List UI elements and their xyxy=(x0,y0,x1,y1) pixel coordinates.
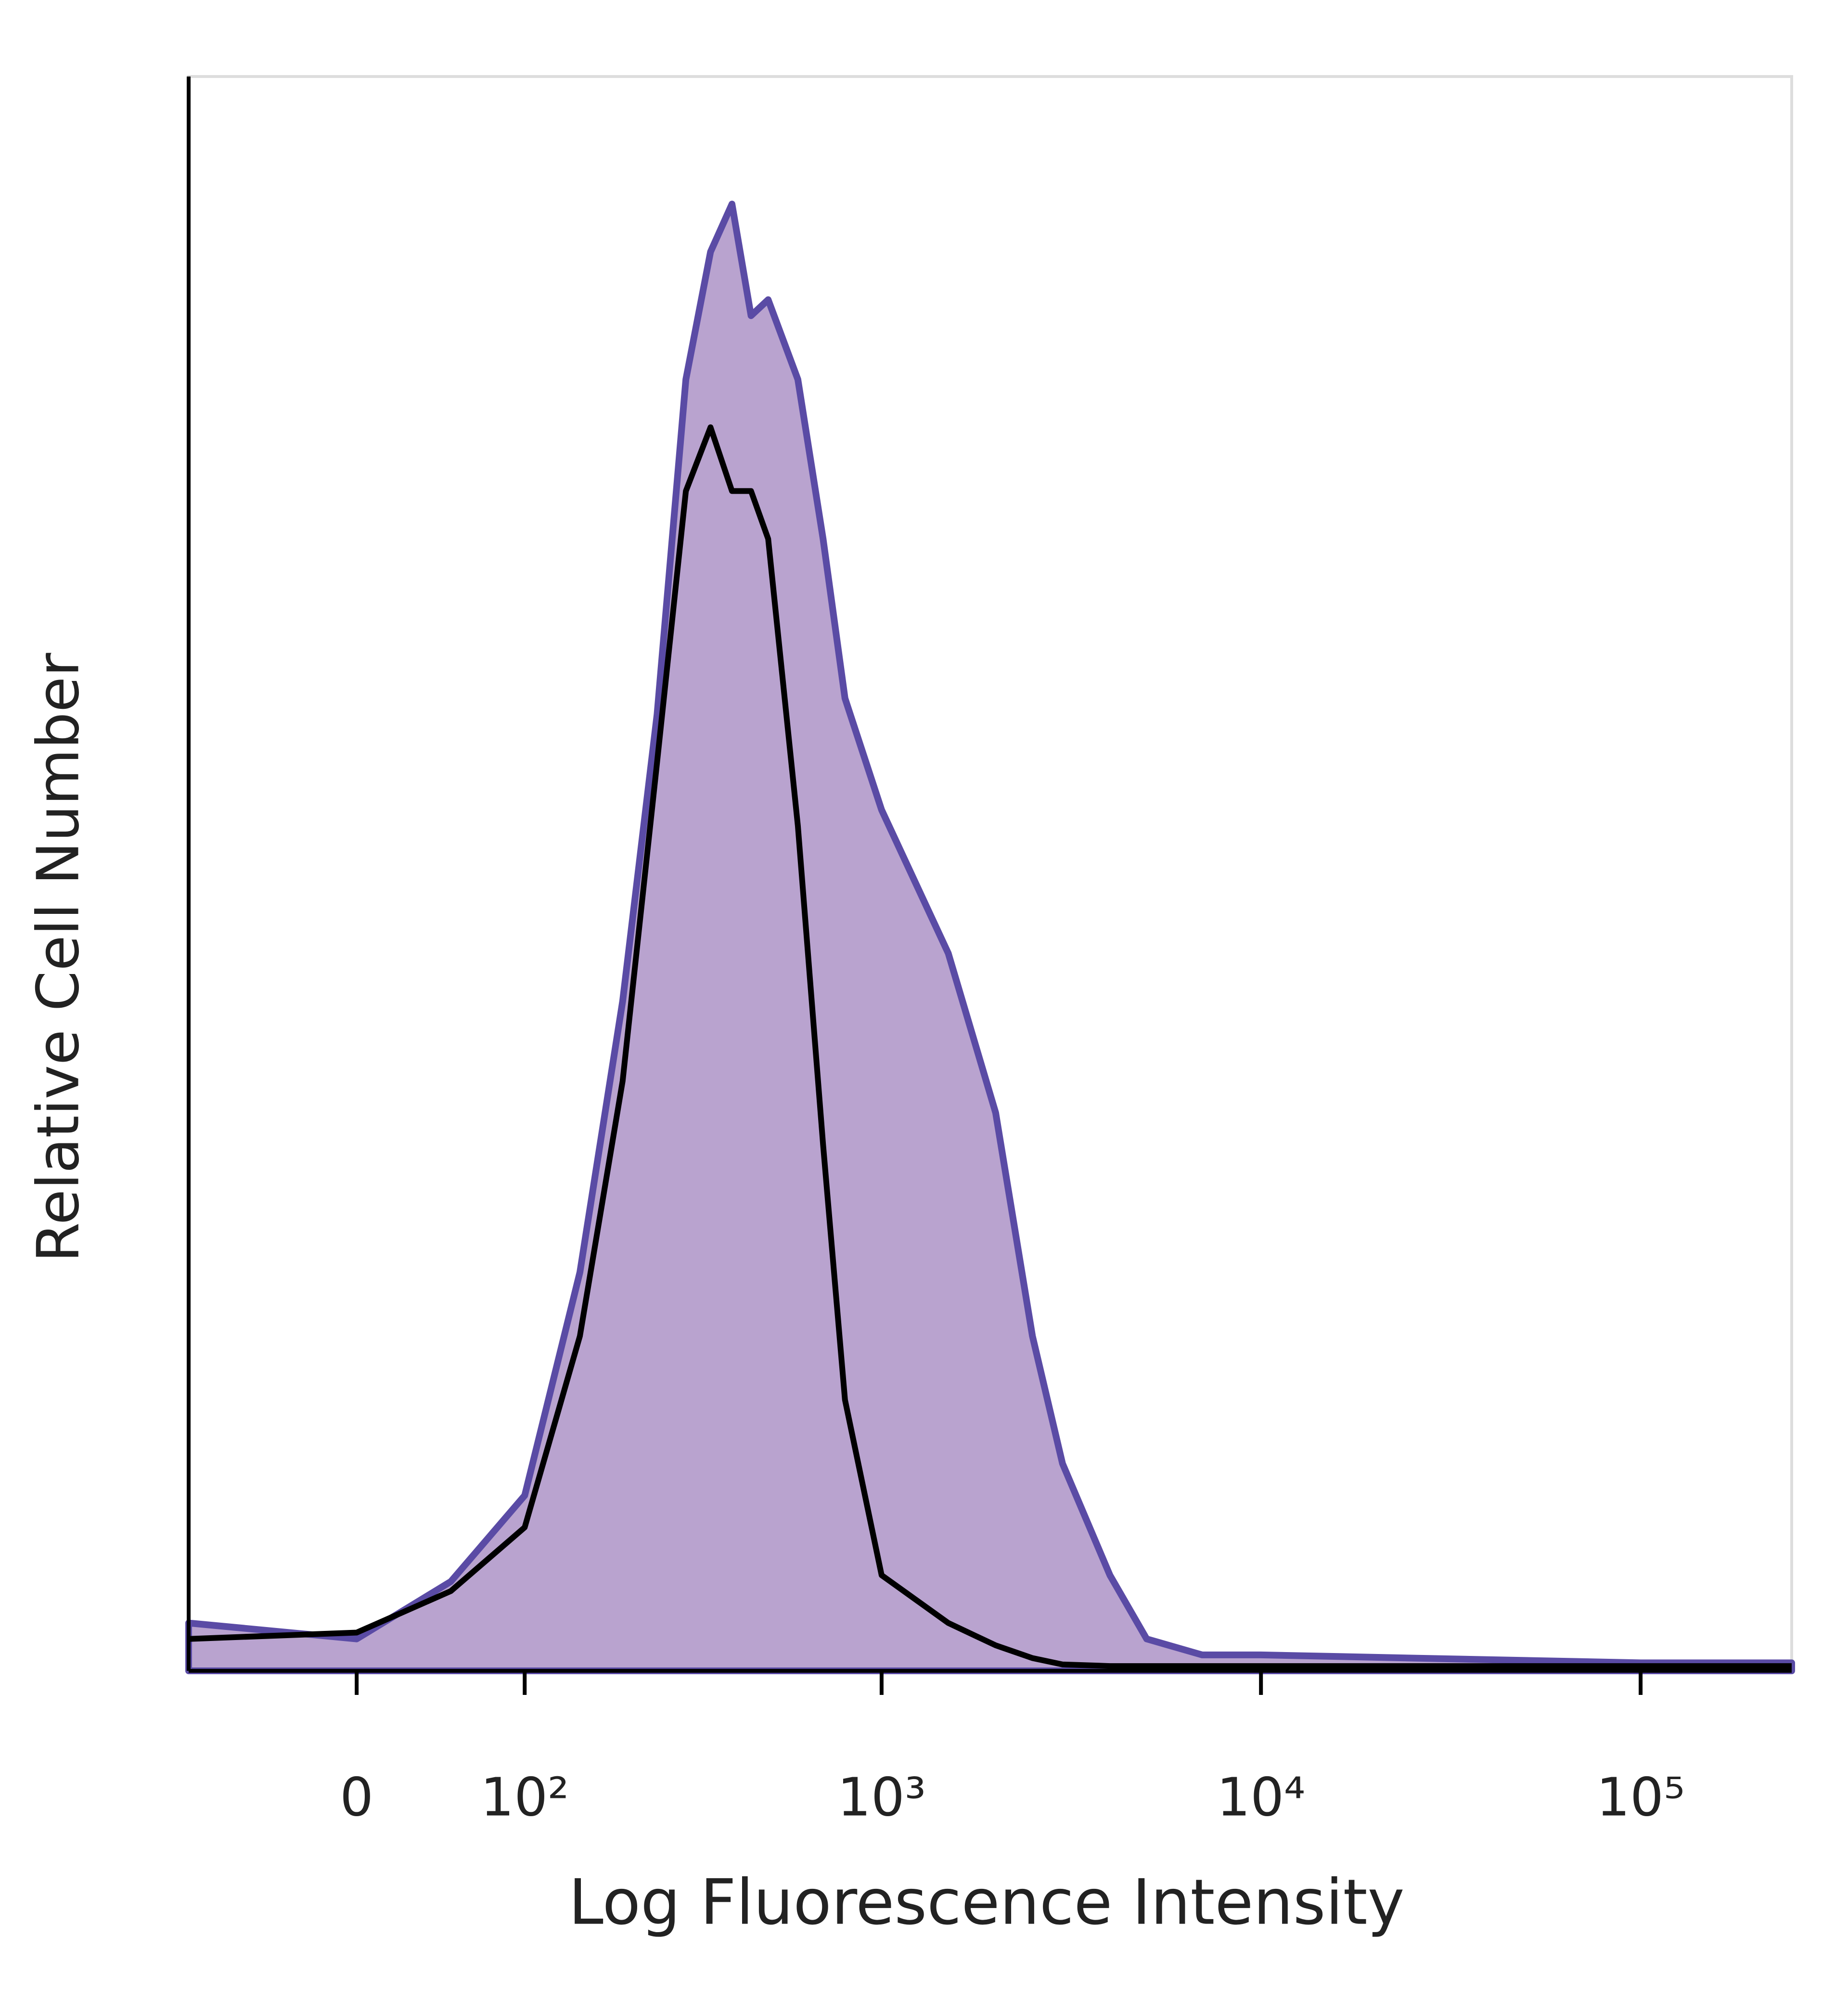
histogram-line xyxy=(188,424,1792,1669)
x-tick-label: 10⁵ xyxy=(1596,1766,1685,1828)
x-tick-label: 10³ xyxy=(837,1766,926,1828)
y-axis-title: Relative Cell Number xyxy=(26,653,92,1262)
histogram-area xyxy=(185,201,1795,1674)
x-tick-label: 0 xyxy=(340,1766,373,1828)
x-axis-title: Log Fluorescence Intensity xyxy=(568,1866,1404,1939)
x-tick-label: 10⁴ xyxy=(1217,1766,1305,1828)
x-tick-label: 10² xyxy=(480,1766,569,1828)
